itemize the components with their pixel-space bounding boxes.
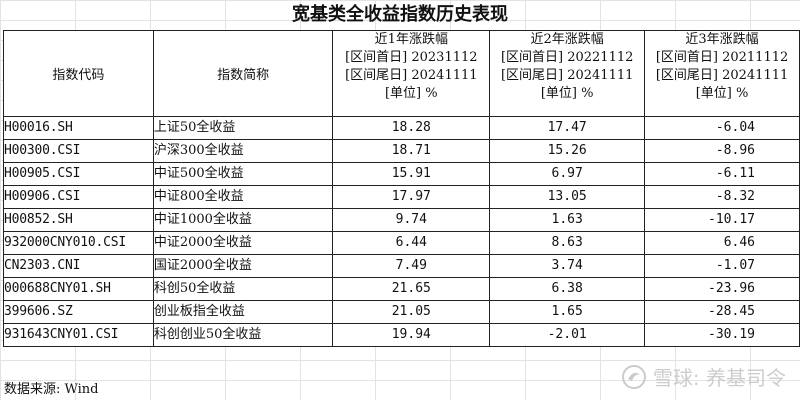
return-3y: -28.45 (644, 300, 800, 324)
table-row: H00906.CSI 中证800全收益 17.97 13.05 -8.32 (3, 185, 800, 209)
return-1y: 17.97 (332, 185, 491, 209)
return-2y: 6.97 (489, 162, 646, 186)
header-name: 指数简称 (152, 30, 334, 117)
index-code: 000688CNY01.SH (3, 277, 154, 301)
index-code: H00905.CSI (3, 162, 154, 186)
performance-table: 指数代码 指数简称 近1年涨跌幅 [区间首日] 20231112 [区间尾日] … (3, 30, 800, 347)
return-2y: 8.63 (489, 231, 646, 255)
index-name: 中证1000全收益 (152, 208, 334, 232)
period-start: [区间首日] 20231112 (345, 50, 478, 65)
period-end: [区间尾日] 20241111 (345, 68, 478, 83)
return-2y: 3.74 (489, 254, 646, 278)
header-row: 指数代码 指数简称 近1年涨跌幅 [区间首日] 20231112 [区间尾日] … (3, 30, 800, 117)
return-2y: 15.26 (489, 139, 646, 163)
return-3y: -10.17 (644, 208, 800, 232)
return-3y: -8.32 (644, 185, 800, 209)
return-1y: 18.28 (332, 116, 491, 140)
table-row: 932000CNY010.CSI 中证2000全收益 6.44 8.63 6.4… (3, 231, 800, 255)
table-row: H00905.CSI 中证500全收益 15.91 6.97 -6.11 (3, 162, 800, 186)
table-row: 399606.SZ 创业板指全收益 21.05 1.65 -28.45 (3, 300, 800, 324)
period-unit: [单位] % (540, 86, 594, 101)
index-name: 中证2000全收益 (152, 231, 334, 255)
return-3y: -23.96 (644, 277, 800, 301)
period-label: 近2年涨跌幅 (530, 32, 604, 47)
return-1y: 9.74 (332, 208, 491, 232)
return-1y: 15.91 (332, 162, 491, 186)
index-name: 科创50全收益 (152, 277, 334, 301)
return-2y: 1.65 (489, 300, 646, 324)
table-row: 931643CNY01.CSI 科创创业50全收益 19.94 -2.01 -3… (3, 323, 800, 347)
period-unit: [单位] % (695, 86, 749, 101)
return-2y: 17.47 (489, 116, 646, 140)
period-end: [区间尾日] 20241111 (500, 68, 634, 83)
snowball-logo-icon (621, 364, 646, 389)
return-1y: 18.71 (332, 139, 491, 163)
index-code: 399606.SZ (3, 300, 154, 324)
index-name: 创业板指全收益 (152, 300, 334, 324)
index-code: 932000CNY010.CSI (3, 231, 154, 255)
index-code: 931643CNY01.CSI (3, 323, 154, 347)
table-row: CN2303.CNI 国证2000全收益 7.49 3.74 -1.07 (3, 254, 800, 278)
index-code: H00852.SH (3, 208, 154, 232)
period-unit: [单位] % (384, 86, 438, 101)
return-3y: 6.46 (644, 231, 800, 255)
return-3y: -6.11 (644, 162, 800, 186)
table-title: 宽基类全收益指数历史表现 (292, 4, 508, 25)
header-period-1y: 近1年涨跌幅 [区间首日] 20231112 [区间尾日] 20241111 [… (332, 30, 491, 117)
index-code: H00300.CSI (3, 139, 154, 163)
index-name: 中证800全收益 (152, 185, 334, 209)
header-period-3y: 近3年涨跌幅 [区间首日] 20211112 [区间尾日] 20241111 [… (644, 30, 800, 117)
period-label: 近3年涨跌幅 (685, 32, 759, 47)
watermark: 雪球: 养基司令 (621, 362, 786, 391)
index-code: H00016.SH (3, 116, 154, 140)
period-label: 近1年涨跌幅 (374, 32, 448, 47)
index-name: 中证500全收益 (152, 162, 334, 186)
watermark-text: 雪球: 养基司令 (652, 366, 786, 390)
return-1y: 21.05 (332, 300, 491, 324)
period-start: [区间首日] 20211112 (655, 50, 789, 65)
return-1y: 21.65 (332, 277, 491, 301)
index-name: 科创创业50全收益 (152, 323, 334, 347)
return-3y: -6.04 (644, 116, 800, 140)
return-2y: 1.63 (489, 208, 646, 232)
index-code: H00906.CSI (3, 185, 154, 209)
header-code: 指数代码 (3, 30, 154, 117)
index-name: 上证50全收益 (152, 116, 334, 140)
return-3y: -1.07 (644, 254, 800, 278)
return-2y: -2.01 (489, 323, 646, 347)
index-code: CN2303.CNI (3, 254, 154, 278)
return-1y: 19.94 (332, 323, 491, 347)
index-name: 国证2000全收益 (152, 254, 334, 278)
table-row: H00016.SH 上证50全收益 18.28 17.47 -6.04 (3, 116, 800, 140)
table-row: 000688CNY01.SH 科创50全收益 21.65 6.38 -23.96 (3, 277, 800, 301)
period-start: [区间首日] 20221112 (500, 50, 634, 65)
return-3y: -8.96 (644, 139, 800, 163)
return-1y: 6.44 (332, 231, 491, 255)
period-end: [区间尾日] 20241111 (655, 68, 789, 83)
return-1y: 7.49 (332, 254, 491, 278)
table-row: H00852.SH 中证1000全收益 9.74 1.63 -10.17 (3, 208, 800, 232)
index-name: 沪深300全收益 (152, 139, 334, 163)
return-2y: 13.05 (489, 185, 646, 209)
header-period-2y: 近2年涨跌幅 [区间首日] 20221112 [区间尾日] 20241111 [… (489, 30, 646, 117)
return-2y: 6.38 (489, 277, 646, 301)
return-3y: -30.19 (644, 323, 800, 347)
table-row: H00300.CSI 沪深300全收益 18.71 15.26 -8.96 (3, 139, 800, 163)
data-source-note: 数据来源: Wind (4, 382, 99, 397)
